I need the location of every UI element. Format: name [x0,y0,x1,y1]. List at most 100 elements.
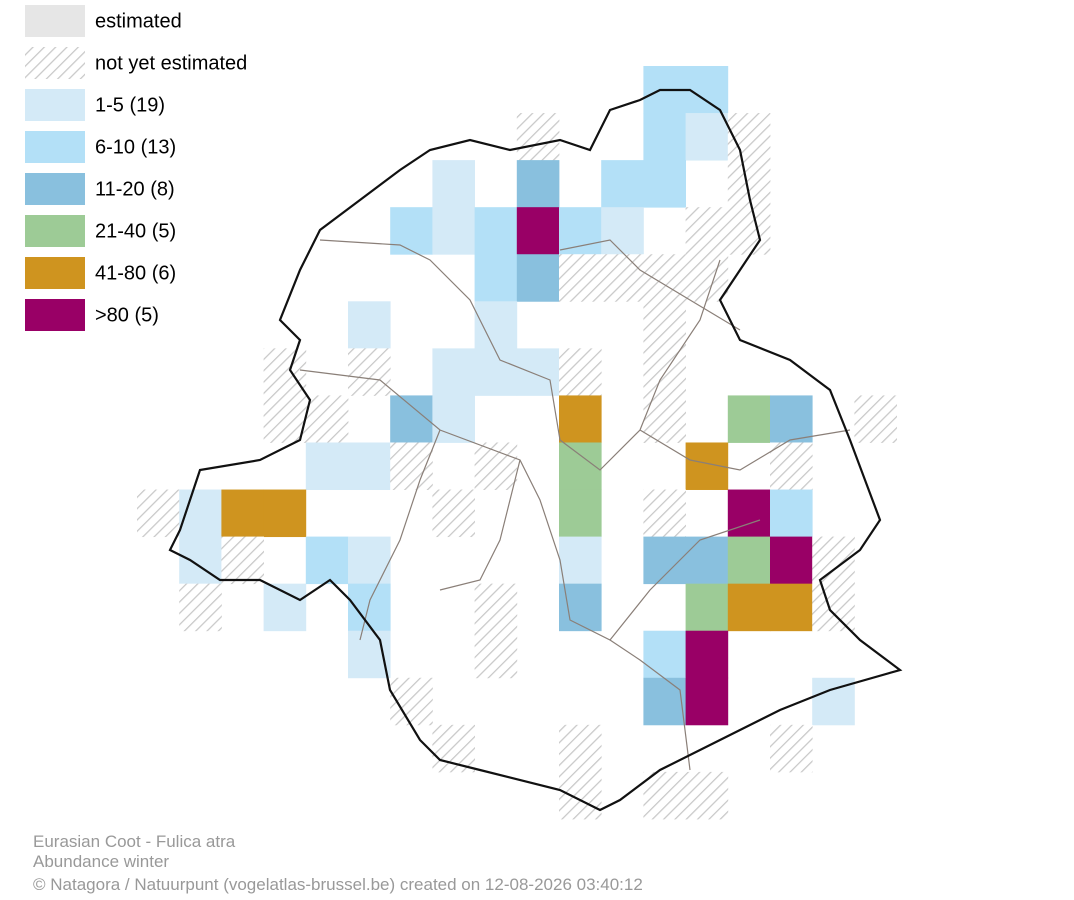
grid-cell [263,583,307,632]
legend-label: 1-5 (19) [95,94,165,116]
grid-cell [770,583,813,632]
grid-cell [390,395,433,443]
grid-cell [854,395,897,443]
grid-cell [685,677,729,726]
grid-cell [643,301,686,349]
grid-cell [770,442,813,490]
grid-cell [263,395,307,443]
legend-label: >80 (5) [95,304,159,326]
grid-cell [685,207,729,255]
grid-cell [770,536,813,585]
grid-cell [390,442,433,490]
grid-cell [643,677,686,726]
grid-cell [348,536,391,585]
grid-cell [263,489,307,538]
grid-cell [727,207,771,255]
grid-cell [643,113,686,161]
grid-cell [559,254,602,302]
grid-cell [559,583,602,632]
grid-cell [305,395,349,443]
legend-swatch [25,5,85,37]
grid-cell [770,395,813,443]
grid-cell [643,160,686,208]
grid-cell [432,348,475,396]
grid-cell [559,536,602,585]
grid-cell [601,254,644,302]
grid-cell [643,630,686,679]
grid-cell [643,254,686,302]
grid-cell [685,113,729,161]
grid-cell [770,724,813,773]
legend-swatch [25,299,85,331]
grid-cell [516,160,560,208]
grid-cell [685,583,729,632]
legend-swatch [25,89,85,121]
grid-cell [432,724,475,773]
grid-cells [137,66,897,820]
grid-cell [601,160,644,208]
grid-cell [348,301,391,349]
grid-cell [601,207,644,255]
grid-cell [348,442,391,490]
legend-label: not yet estimated [95,52,247,74]
legend-label: estimated [95,10,182,32]
grid-cell [474,301,518,349]
grid-cell [390,207,433,255]
grid-cell [305,442,349,490]
grid-cell [474,442,518,490]
grid-cell [812,583,855,632]
grid-cell [516,113,560,161]
legend-label: 41-80 (6) [95,262,176,284]
grid-cell [685,254,729,302]
region-border [168,88,903,812]
grid-cell [770,489,813,538]
grid-cell [727,583,771,632]
grid-cell [516,254,560,302]
grid-cell [727,113,771,161]
grid-cell [432,160,475,208]
grid-cell [221,536,264,585]
grid-cell [643,771,686,820]
grid-cell [432,207,475,255]
grid-cell [727,395,771,443]
grid-cell [432,395,475,443]
grid-cell [685,771,729,820]
municipal-borders [299,239,851,771]
footer-subtitle: Abundance winter [33,852,169,871]
grid-cell [559,489,602,538]
legend-swatch [25,215,85,247]
grid-cell [685,536,729,585]
grid-cell [727,489,771,538]
grid-cell [474,630,518,679]
legend: estimated not yet estimated 1-5 (19) 6-10 (… [25,5,247,331]
legend-swatch [25,257,85,289]
grid-cell [474,348,518,396]
grid-cell [474,254,518,302]
legend-label: 11-20 (8) [95,178,175,200]
footer-species: Eurasian Coot - Fulica atra [33,832,236,851]
legend-label: 6-10 (13) [95,136,176,158]
grid-cell [474,583,518,632]
grid-cell [263,348,307,396]
grid-cell [221,489,264,538]
grid-cell [348,630,391,679]
grid-cell [685,630,729,679]
footer-credit: © Natagora / Natuurpunt (vogelatlas-brus… [33,875,643,894]
grid-cell [559,724,602,773]
grid-cell [474,207,518,255]
grid-cell [137,489,180,538]
legend-label: 21-40 (5) [95,220,176,242]
legend-swatch [25,131,85,163]
grid-cell [559,348,602,396]
legend-swatch [25,173,85,205]
legend-swatch [25,47,85,79]
grid-cell [516,348,560,396]
grid-cell [559,771,602,820]
grid-cell [432,489,475,538]
grid-cell [559,207,602,255]
grid-cell [179,583,222,632]
grid-cell [348,348,391,396]
grid-cell [643,489,686,538]
